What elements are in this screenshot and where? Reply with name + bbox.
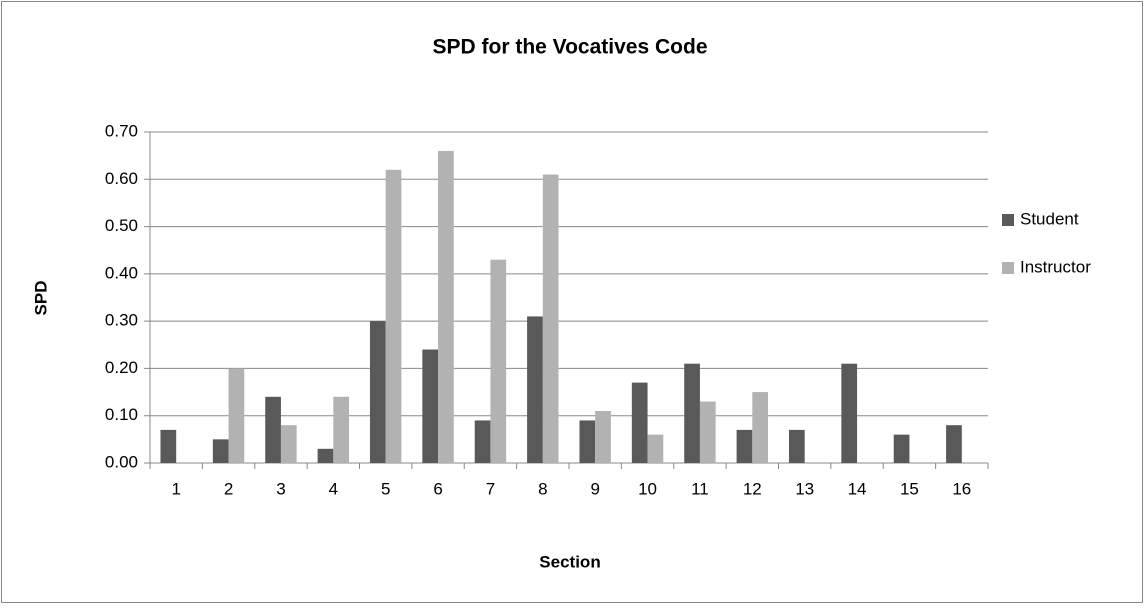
x-tick-label: 11 bbox=[691, 479, 709, 498]
bar bbox=[841, 363, 858, 463]
chart-title: SPD for the Vocatives Code bbox=[432, 36, 707, 59]
bar bbox=[699, 401, 716, 463]
bar bbox=[788, 429, 805, 463]
bar bbox=[160, 429, 177, 463]
x-tick-label: 10 bbox=[638, 479, 657, 498]
bar bbox=[893, 434, 910, 463]
x-tick-label: 3 bbox=[276, 479, 285, 498]
x-tick-label: 8 bbox=[538, 479, 547, 498]
legend-swatch bbox=[1002, 262, 1014, 274]
y-tick-label: 0.10 bbox=[105, 405, 138, 424]
bar bbox=[752, 392, 769, 463]
bar bbox=[438, 150, 454, 463]
bar bbox=[280, 425, 297, 463]
bar bbox=[333, 396, 350, 463]
x-tick-label: 15 bbox=[900, 479, 919, 498]
y-tick-label: 0.20 bbox=[105, 358, 138, 377]
x-tick-label: 2 bbox=[224, 479, 233, 498]
bar bbox=[265, 396, 281, 463]
x-axis-label: Section bbox=[539, 552, 600, 571]
y-tick-label: 0.40 bbox=[105, 263, 138, 282]
bar bbox=[631, 382, 648, 463]
y-tick-label: 0.30 bbox=[105, 311, 138, 330]
bar bbox=[212, 439, 229, 463]
y-tick-label: 0.70 bbox=[105, 121, 138, 140]
bar bbox=[684, 363, 700, 463]
x-tick-label: 1 bbox=[171, 479, 180, 498]
x-tick-label: 4 bbox=[329, 479, 338, 498]
legend-label: Student bbox=[1020, 209, 1079, 228]
bar bbox=[595, 410, 611, 463]
x-tick-label: 5 bbox=[381, 479, 390, 498]
bar bbox=[490, 259, 507, 463]
bar bbox=[474, 420, 491, 463]
bar bbox=[542, 174, 559, 464]
bar bbox=[736, 429, 753, 463]
bar bbox=[527, 316, 543, 463]
bar bbox=[228, 368, 245, 463]
y-tick-label: 0.50 bbox=[105, 216, 138, 235]
x-tick-label: 16 bbox=[952, 479, 971, 498]
x-tick-label: 12 bbox=[743, 479, 762, 498]
bar bbox=[369, 321, 386, 463]
bar bbox=[385, 169, 402, 464]
x-tick-label: 6 bbox=[433, 479, 442, 498]
bar bbox=[422, 349, 439, 463]
bar bbox=[579, 420, 596, 463]
legend-swatch bbox=[1002, 214, 1014, 226]
y-axis-label: SPD bbox=[31, 281, 50, 316]
x-tick-label: 14 bbox=[848, 479, 867, 498]
y-tick-label: 0.60 bbox=[105, 169, 138, 188]
x-tick-label: 13 bbox=[795, 479, 814, 498]
bar bbox=[946, 425, 962, 463]
bar bbox=[317, 448, 334, 463]
y-tick-label: 0.00 bbox=[105, 452, 138, 471]
x-tick-label: 9 bbox=[590, 479, 599, 498]
x-tick-label: 7 bbox=[486, 479, 495, 498]
legend-label: Instructor bbox=[1020, 257, 1091, 276]
bar bbox=[647, 434, 664, 463]
